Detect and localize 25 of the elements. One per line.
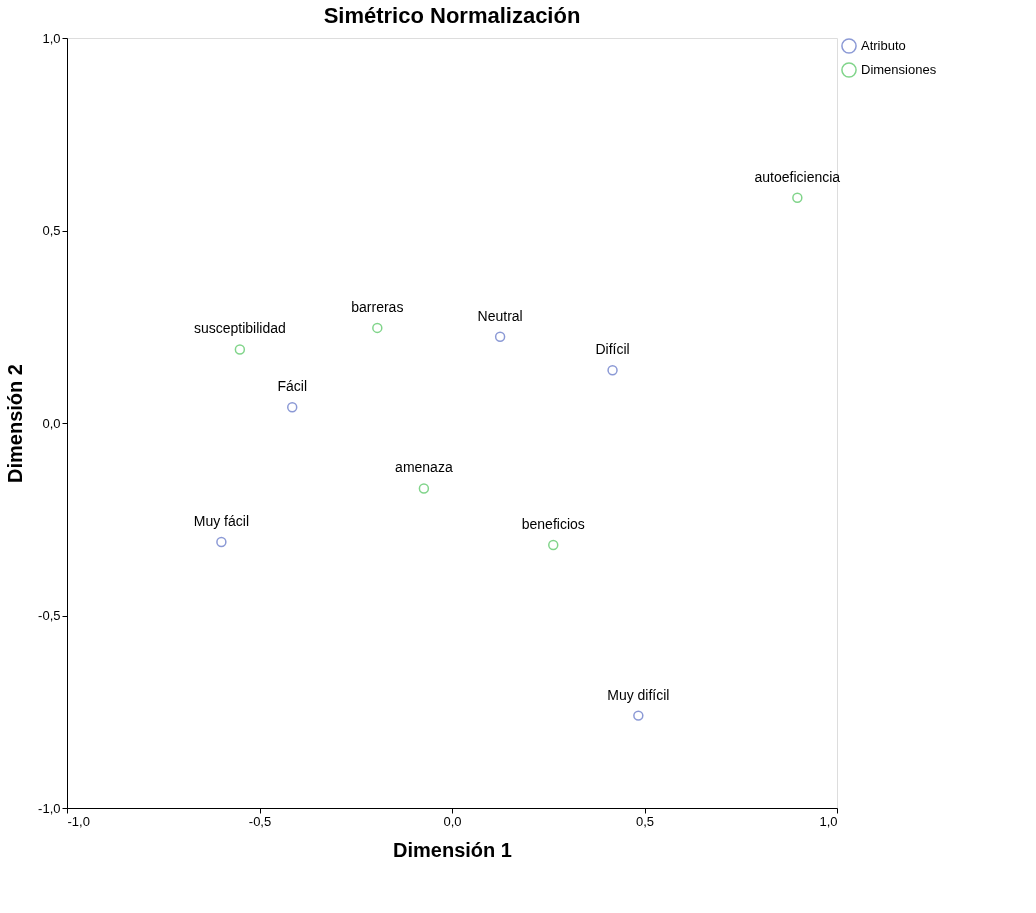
x-tick-label: 0,5 xyxy=(635,813,655,829)
y-tick-label: 0,0 xyxy=(42,415,61,431)
y-axis-title: Dimensión 2 xyxy=(4,364,27,483)
y-tick-label: 1,0 xyxy=(42,30,61,46)
legend-label: Atributo xyxy=(861,38,906,53)
annotation: Fácil xyxy=(277,378,308,395)
chart-title: Simétrico Normalización xyxy=(323,3,581,28)
y-tick-label: -1,0 xyxy=(38,800,61,816)
annotation: susceptibilidad xyxy=(193,320,286,337)
annotation: Muy difícil xyxy=(607,686,670,703)
annotation: Muy fácil xyxy=(193,512,249,529)
annotation: amenaza xyxy=(395,459,453,476)
annotation: autoeficiencia xyxy=(754,168,841,185)
x-axis-title: Dimensión 1 xyxy=(393,838,512,861)
annotation: Neutral xyxy=(477,307,523,324)
annotation: Difícil xyxy=(595,341,630,358)
x-tick-label: 0,0 xyxy=(443,813,462,829)
y-tick-label: 0,5 xyxy=(42,223,61,238)
legend-label: Dimensiones xyxy=(861,62,937,77)
annotation: beneficios xyxy=(521,516,585,533)
x-tick-label: -0,5 xyxy=(248,813,272,829)
x-tick-label: -1,0 xyxy=(67,813,90,829)
x-tick-label: 1,0 xyxy=(819,813,838,829)
annotation: barreras xyxy=(351,298,404,315)
y-tick-label: -0,5 xyxy=(38,608,61,623)
